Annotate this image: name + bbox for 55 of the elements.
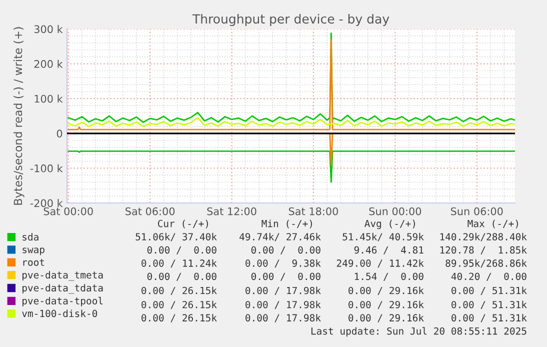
text: 0.00 / 29.16k <box>348 300 424 310</box>
text: 0.00 / 17.98k <box>246 286 321 295</box>
text: 120.78 / 1.85k <box>440 246 527 254</box>
text: 51.06k/ 37.40k <box>136 232 217 242</box>
text: Max (-/+) <box>468 220 518 228</box>
text: 0.00 / 29.16k <box>348 314 424 322</box>
text: 1.54 / 0.00 <box>354 272 424 281</box>
text: 140.29k/288.40k <box>440 232 527 242</box>
legend-label: pve-data_tdata <box>22 284 103 294</box>
text: 0.00 / 0.00 <box>251 246 320 254</box>
line-series <box>68 117 515 128</box>
legend-label: swap <box>22 248 44 256</box>
text: 0.00 / 0.00 <box>251 272 320 281</box>
text: 51.45k/ 40.59k <box>342 232 424 242</box>
text: 0.00 / 26.15k <box>142 300 217 310</box>
legend-label: sda <box>22 233 38 241</box>
text: 0.00 / 17.98k <box>246 300 321 310</box>
y-axis-title: Bytes/second read (-) / write (+) <box>14 27 24 205</box>
x-tick-label: Sun 06:00 <box>450 207 503 216</box>
x-tick-label: Sun 00:00 <box>369 207 422 216</box>
text: 9.46 / 4.81 <box>354 246 424 254</box>
text: 0.00 / 26.15k <box>142 314 217 322</box>
legend-label: pve-data-tpool <box>22 296 103 306</box>
text: 89.95k/268.86k <box>446 259 527 268</box>
legend-label: pve-data_tmeta <box>22 271 103 281</box>
chart-title: Throughput per device - by day <box>192 14 390 26</box>
text: 0.00 / 51.31k <box>452 300 527 310</box>
y-tick-label: 100 k <box>34 94 63 103</box>
y-tick-label: -200 k <box>30 199 63 208</box>
y-tick-label: 300 k <box>34 25 63 34</box>
x-tick-label: Sat 18:00 <box>288 207 338 216</box>
text: 40.20 / 0.00 <box>451 272 526 281</box>
text: 0.00 / 26.15k <box>142 286 217 295</box>
text: Cur (-/+) <box>158 220 208 228</box>
y-tick-label: 0 <box>56 130 62 138</box>
text: Min (-/+) <box>262 220 312 228</box>
text: 0.00 / 51.31k <box>452 314 527 322</box>
y-tick-label: 200 k <box>34 60 63 68</box>
x-tick-label: Sat 06:00 <box>126 207 175 216</box>
x-tick-label: Sat 00:00 <box>44 207 93 216</box>
text: 0.00 / 11.24k <box>142 259 217 268</box>
text: Avg (-/+) <box>364 220 415 230</box>
text: 0.00 / 9.38k <box>246 259 321 268</box>
text: 0.00 / 29.16k <box>348 286 424 295</box>
text: 0.00 / 0.00 <box>147 246 216 254</box>
legend-label: root <box>23 258 44 266</box>
text: Last update: Sun Jul 20 08:55:11 2025 <box>311 327 526 337</box>
x-tick-label: Sat 12:00 <box>207 207 256 216</box>
text: 0.00 / 51.31k <box>452 286 527 295</box>
y-tick-label: -100 k <box>30 164 63 172</box>
text: 0.00 / 17.98k <box>246 314 321 322</box>
legend-label: vm-100-disk-0 <box>22 310 98 318</box>
text: 49.74k/ 27.46k <box>240 232 321 242</box>
text: 0.00 / 0.00 <box>147 272 216 281</box>
text: 249.00 / 11.42k <box>336 259 424 268</box>
